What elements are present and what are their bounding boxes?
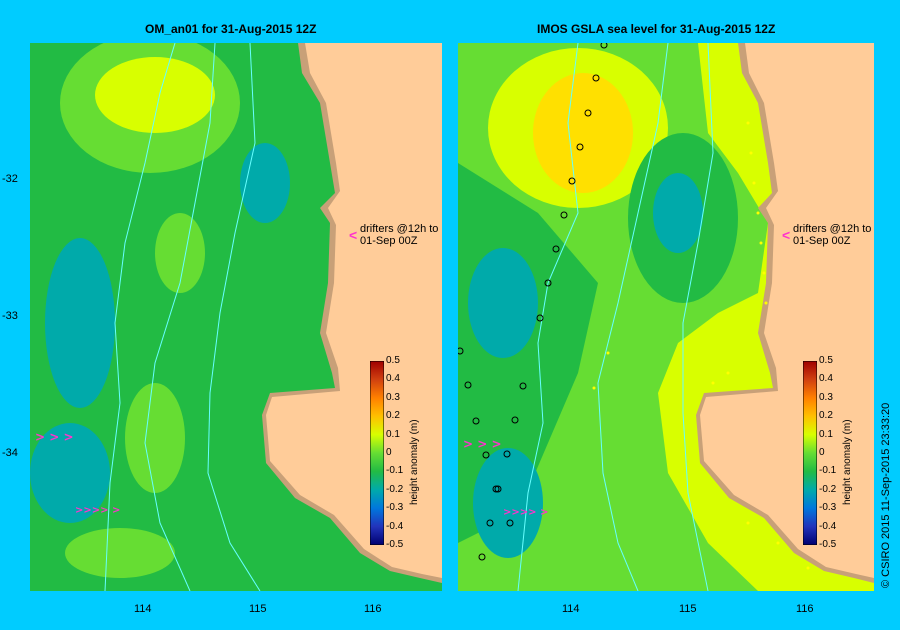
right-low-anomaly-3 bbox=[468, 248, 538, 358]
right-colorbar-title: height anomaly (m) bbox=[842, 419, 853, 505]
left-mid-anomaly-1 bbox=[155, 213, 205, 293]
colorbar-tick-label: -0.2 bbox=[819, 483, 837, 495]
colorbar-tick-label: -0.3 bbox=[819, 502, 837, 514]
left-low-anomaly-1 bbox=[240, 143, 290, 223]
left-contour-line-1 bbox=[104, 43, 176, 591]
x-tick-label: 114 bbox=[562, 603, 580, 615]
colorbar-tick-label: 0.4 bbox=[386, 373, 400, 385]
x-tick-label: 116 bbox=[364, 603, 382, 615]
right-drifter-legend-arrow: < bbox=[782, 227, 791, 243]
colorbar-tick-label: -0.1 bbox=[819, 465, 837, 477]
left-contour-line-2 bbox=[144, 43, 216, 591]
right-panel-title: IMOS GSLA sea level for 31-Aug-2015 12Z bbox=[537, 22, 776, 36]
colorbar-tick-label: -0.5 bbox=[386, 539, 404, 550]
x-tick-label: 116 bbox=[796, 603, 814, 615]
colorbar-tick-label: 0.1 bbox=[819, 428, 833, 440]
right-colorbar bbox=[802, 360, 818, 546]
right-map: > > > >>>> > bbox=[458, 43, 874, 591]
right-drifter-arrows: > > > bbox=[463, 437, 502, 451]
left-drifter-arrows-2: >>>> > bbox=[75, 505, 120, 516]
y-tick-label: -32 bbox=[2, 173, 18, 185]
colorbar-tick-label: 0.4 bbox=[819, 373, 833, 385]
colorbar-tick-label: 0 bbox=[819, 447, 825, 458]
right-contour-line-3 bbox=[682, 43, 714, 591]
right-low-anomaly-4 bbox=[473, 448, 543, 558]
colorbar-tick-label: -0.2 bbox=[386, 483, 404, 495]
right-drifter-legend: drifters @12h to 01-Sep 00Z bbox=[793, 223, 872, 247]
x-tick-label: 115 bbox=[679, 603, 697, 615]
colorbar-tick-label: -0.4 bbox=[386, 520, 404, 532]
left-drifter-legend-arrow: < bbox=[349, 227, 358, 243]
y-tick-label: -33 bbox=[2, 310, 18, 322]
left-colorbar-title: height anomaly (m) bbox=[409, 419, 420, 505]
colorbar-tick-label: 0.5 bbox=[819, 355, 833, 366]
left-low-anomaly-2 bbox=[45, 238, 115, 408]
left-panel-title: OM_an01 for 31-Aug-2015 12Z bbox=[145, 22, 317, 36]
colorbar-tick-label: 0.2 bbox=[819, 410, 833, 422]
y-tick-label: -34 bbox=[2, 447, 18, 459]
right-contour-line-1 bbox=[517, 43, 579, 591]
colorbar-tick-label: 0.5 bbox=[386, 355, 400, 366]
credit-line: © CSIRO 2015 11-Sep-2015 23:33:20 bbox=[880, 402, 892, 588]
colorbar-tick-label: 0.2 bbox=[386, 410, 400, 422]
left-drifter-arrows: > > > bbox=[35, 430, 74, 444]
right-drifter-arrows-2: >>>> > bbox=[503, 507, 548, 518]
x-tick-label: 115 bbox=[249, 603, 267, 615]
left-colorbar bbox=[369, 360, 385, 546]
colorbar-tick-label: 0.3 bbox=[819, 391, 833, 403]
colorbar-tick-label: 0 bbox=[386, 447, 392, 458]
colorbar-tick-label: -0.4 bbox=[819, 520, 837, 532]
right-high-anomaly-inner bbox=[533, 73, 633, 193]
left-mid-anomaly-3 bbox=[65, 528, 175, 578]
left-low-anomaly-3 bbox=[30, 423, 110, 523]
right-contour-line-2 bbox=[597, 43, 669, 591]
left-mid-anomaly-2 bbox=[125, 383, 185, 493]
left-high-anomaly-inner bbox=[95, 57, 215, 133]
right-land bbox=[700, 43, 874, 578]
right-colorbar-gradient bbox=[802, 360, 818, 546]
colorbar-tick-label: 0.1 bbox=[386, 428, 400, 440]
left-map: > > > >>>> > bbox=[30, 43, 442, 591]
left-land bbox=[266, 43, 442, 578]
colorbar-tick-label: -0.5 bbox=[819, 539, 837, 550]
left-colorbar-gradient bbox=[369, 360, 385, 546]
colorbar-tick-label: -0.3 bbox=[386, 502, 404, 514]
right-low-anomaly-2 bbox=[653, 173, 703, 253]
colorbar-tick-label: -0.1 bbox=[386, 465, 404, 477]
right-altimeter-track-points bbox=[458, 43, 608, 561]
right-shelf-track-points bbox=[592, 121, 810, 570]
colorbar-tick-label: 0.3 bbox=[386, 391, 400, 403]
x-tick-label: 114 bbox=[134, 603, 152, 615]
left-drifter-legend: drifters @12h to 01-Sep 00Z bbox=[360, 223, 439, 247]
left-contour-line-3 bbox=[207, 43, 261, 591]
